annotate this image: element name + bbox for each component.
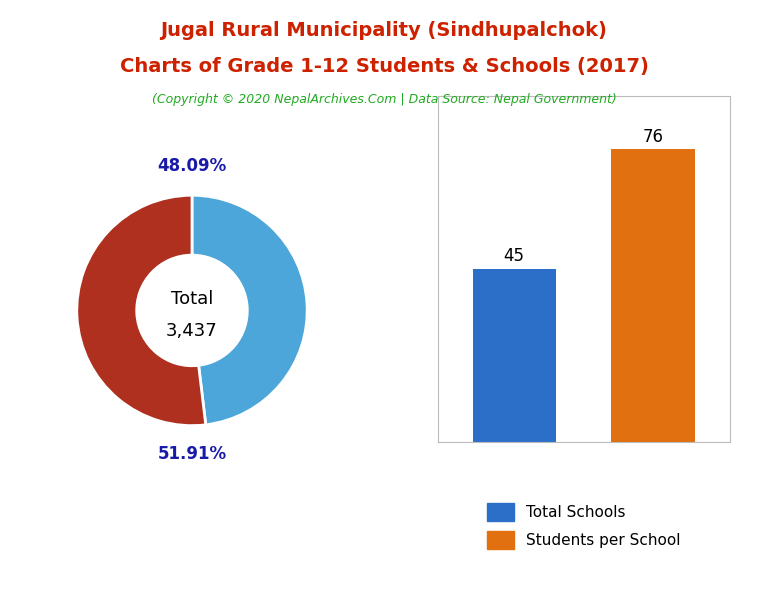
Text: Jugal Rural Municipality (Sindhupalchok): Jugal Rural Municipality (Sindhupalchok) [161, 21, 607, 40]
Text: (Copyright © 2020 NepalArchives.Com | Data Source: Nepal Government): (Copyright © 2020 NepalArchives.Com | Da… [151, 93, 617, 106]
Text: 45: 45 [504, 247, 525, 265]
Legend: Total Schools, Students per School: Total Schools, Students per School [481, 497, 687, 555]
Bar [611, 149, 695, 442]
Text: 48.09%: 48.09% [157, 158, 227, 176]
Text: 51.91%: 51.91% [157, 445, 227, 463]
Wedge shape [77, 195, 206, 426]
Text: Charts of Grade 1-12 Students & Schools (2017): Charts of Grade 1-12 Students & Schools … [120, 57, 648, 76]
Text: 3,437: 3,437 [166, 322, 218, 340]
Legend: Male Students (1,653), Female Students (1,784): Male Students (1,653), Female Students (… [0, 595, 190, 597]
Text: Total: Total [170, 290, 214, 308]
Bar [472, 269, 556, 442]
Text: 76: 76 [643, 128, 664, 146]
Wedge shape [192, 195, 307, 425]
